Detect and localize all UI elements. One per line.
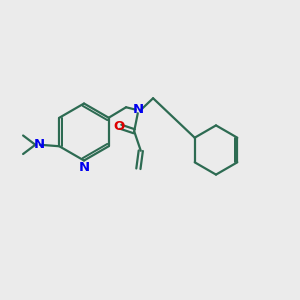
Text: O: O — [113, 120, 124, 133]
Text: N: N — [133, 103, 144, 116]
Text: N: N — [33, 138, 44, 151]
Text: N: N — [78, 161, 90, 174]
